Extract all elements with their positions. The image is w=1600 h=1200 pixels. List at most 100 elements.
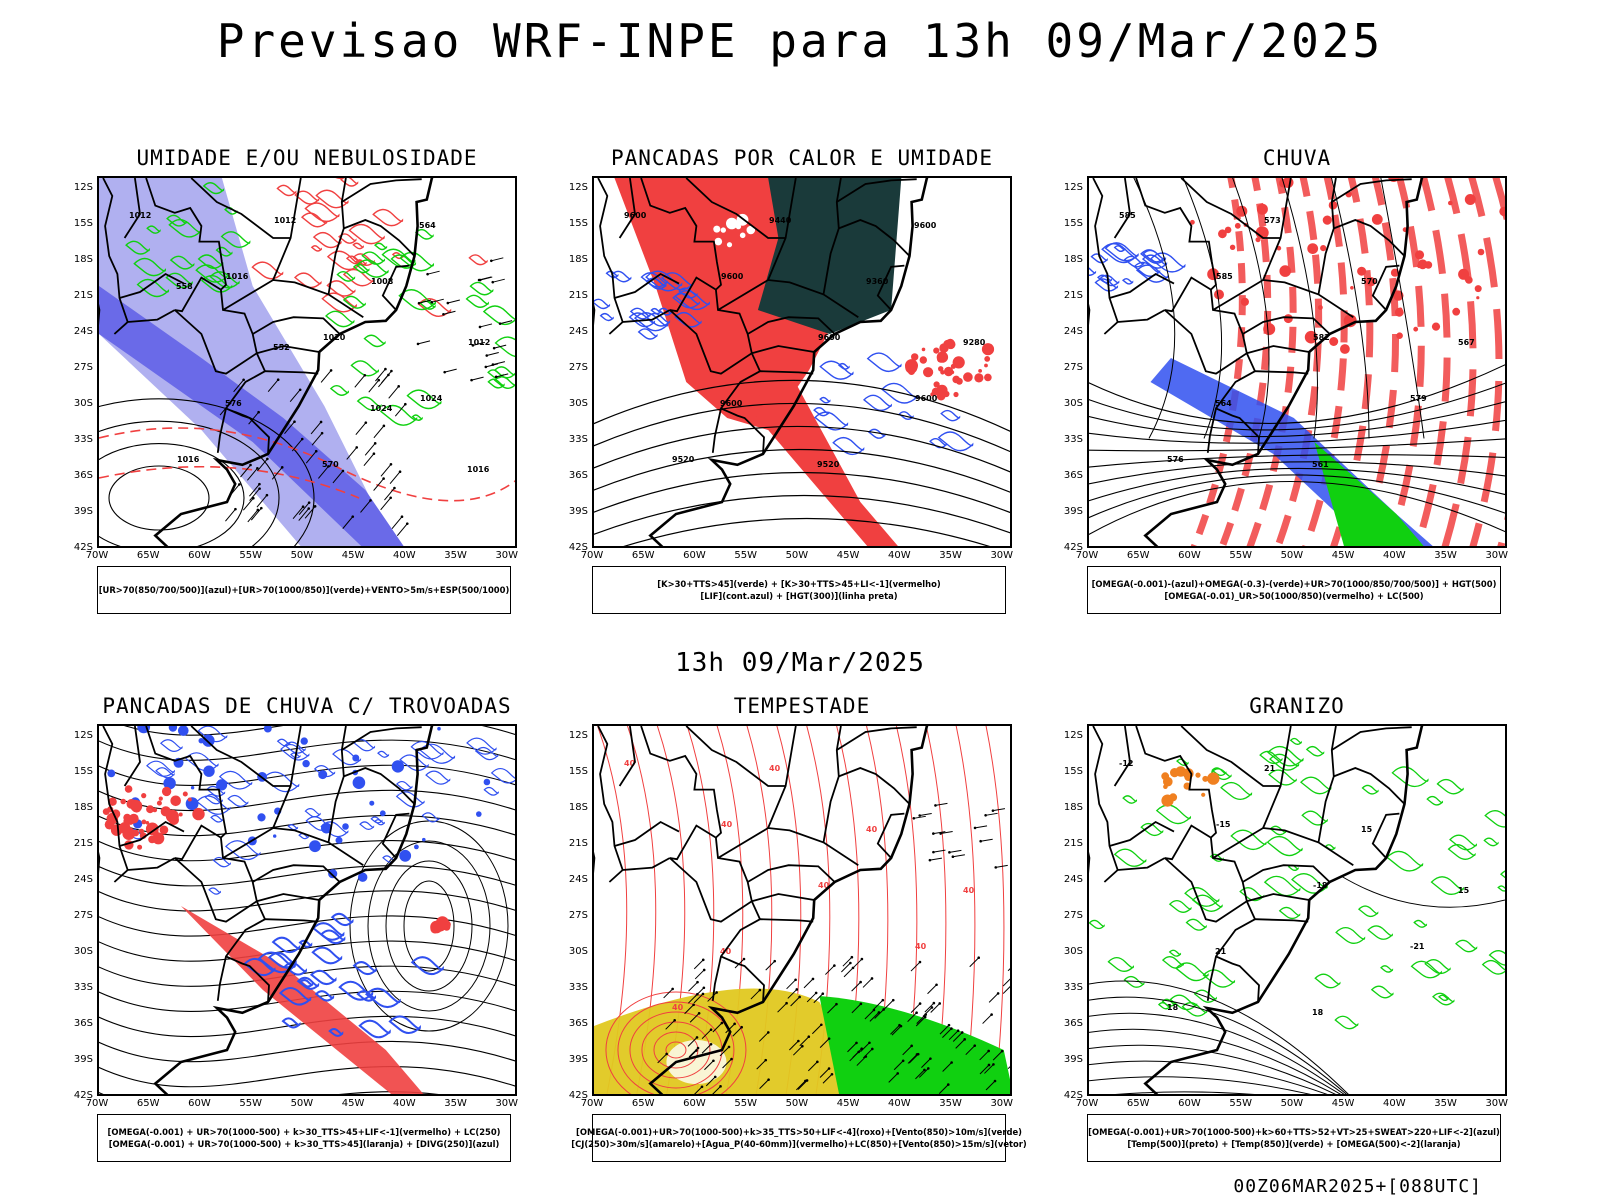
x-tick-label: 50W [1280, 550, 1304, 561]
x-tick-label: 35W [1434, 550, 1457, 561]
y-tick-label: 27S [73, 910, 93, 921]
contour-label: 585 [1119, 211, 1136, 220]
contour-label: 9600 [624, 211, 647, 220]
x-tick-label: 40W [1383, 550, 1406, 561]
y-tick-label: 27S [73, 362, 93, 373]
y-tick-label: 21S [568, 290, 588, 301]
x-tick-label: 60W [1178, 1098, 1201, 1109]
y-tick-label: 27S [1063, 910, 1083, 921]
x-tick-label: 55W [734, 1098, 757, 1109]
contour-label: 564 [1215, 399, 1232, 408]
x-tick-label: 60W [188, 550, 211, 561]
map-canvas: 1012101610201024101610121008101257657056… [99, 178, 515, 546]
contour-label: 564 [419, 221, 436, 230]
run-info-footer: 00Z06MAR2025+[088UTC] [1233, 1176, 1482, 1197]
y-tick-label: 12S [568, 182, 588, 193]
y-tick-label: 33S [568, 982, 588, 993]
panel-title: UMIDADE E/OU NEBULOSIDADE [136, 146, 478, 170]
main-title: Previsao WRF-INPE para 13h 09/Mar/2025 [216, 14, 1384, 68]
panel-legend: [OMEGA(-0.001) + UR>70(1000-500) + k>30_… [97, 1114, 511, 1162]
y-tick-label: 39S [568, 1054, 588, 1065]
x-tick-label: 30W [495, 550, 519, 561]
x-tick-label: 40W [888, 550, 911, 561]
x-tick-label: 60W [1178, 550, 1201, 561]
contour-label: 40 [720, 947, 732, 956]
y-tick-label: 27S [1063, 362, 1083, 373]
x-tick-label: 50W [785, 1098, 809, 1109]
x-tick-label: 50W [1280, 1098, 1304, 1109]
x-tick-label: 70W [580, 550, 604, 561]
y-tick-label: 24S [568, 326, 588, 337]
y-tick-label: 15S [73, 766, 93, 777]
legend-line: [OMEGA(-0.001)+UR>70(1000-500)+k>35_TTS>… [576, 1127, 1022, 1137]
contour-label: 1016 [177, 455, 200, 464]
x-tick-label: 45W [341, 550, 365, 561]
coastline [594, 178, 929, 546]
map-panel: CHUVA 585 585 582 579 576 573 570 567 564 561 12S 15… [1047, 146, 1527, 626]
y-tick-label: 21S [73, 838, 93, 849]
y-tick-label: 33S [1063, 982, 1083, 993]
y-tick-label: 36S [1063, 1018, 1083, 1029]
legend-line: [K>30+TTS>45](verde) + [K>30+TTS>45+LI<-… [657, 579, 941, 589]
y-tick-label: 36S [1063, 470, 1083, 481]
map-plot [97, 724, 517, 1096]
y-tick-label: 24S [73, 874, 93, 885]
political-borders [1092, 726, 1412, 1003]
contour-label: 15 [1458, 886, 1470, 895]
political-borders [102, 726, 422, 1003]
political-borders [102, 178, 422, 455]
y-tick-label: 24S [1063, 874, 1083, 885]
x-tick-label: 40W [1383, 1098, 1406, 1109]
political-borders [597, 178, 917, 455]
map-canvas [99, 726, 515, 1094]
panel-title: CHUVA [1262, 146, 1332, 170]
y-tick-label: 15S [1063, 766, 1083, 777]
y-tick-label: 27S [568, 910, 588, 921]
x-tick-label: 70W [85, 550, 109, 561]
contour-label: 1008 [371, 277, 394, 286]
y-tick-label: 33S [1063, 434, 1083, 445]
contour-label: 570 [1361, 277, 1378, 286]
y-tick-label: 39S [73, 506, 93, 517]
y-tick-label: 42S [568, 542, 588, 553]
contour-label: 1012 [468, 338, 490, 347]
panel-title: TEMPESTADE [733, 694, 871, 718]
contour-label: 18 [1312, 1008, 1324, 1017]
panel-legend: [K>30+TTS>45](verde) + [K>30+TTS>45+LI<-… [592, 566, 1006, 614]
x-tick-label: 30W [990, 550, 1014, 561]
contour-label: 40 [866, 825, 878, 834]
y-tick-label: 30S [1063, 946, 1083, 957]
contour-label: -12 [1119, 759, 1133, 768]
contour-label: 21 [1215, 947, 1227, 956]
y-tick-label: 39S [1063, 1054, 1083, 1065]
contour-label: 9520 [672, 455, 695, 464]
contour-label: 40 [963, 886, 975, 895]
y-tick-label: 30S [568, 946, 588, 957]
y-tick-label: 24S [568, 874, 588, 885]
y-tick-label: 18S [73, 254, 93, 265]
x-tick-label: 55W [1229, 550, 1252, 561]
contour-label: 40 [721, 820, 733, 829]
map-panel: PANCADAS POR CALOR E UMIDADE 9600 9600 9600… [552, 146, 1032, 626]
contour-label: 40 [672, 1003, 684, 1012]
panel-legend: [UR>70(850/700/500)](azul)+[UR>70(1000/8… [97, 566, 511, 614]
x-tick-label: 30W [1485, 1098, 1509, 1109]
contour-label: 9360 [866, 277, 889, 286]
coastline [594, 726, 929, 1094]
political-borders [597, 726, 917, 1003]
contour-label: 18 [1167, 1003, 1179, 1012]
y-tick-label: 18S [73, 802, 93, 813]
panel-title: GRANIZO [1249, 694, 1345, 718]
x-tick-label: 65W [1126, 550, 1150, 561]
x-tick-label: 30W [495, 1098, 519, 1109]
contour-label: 9280 [963, 338, 986, 347]
x-tick-label: 70W [85, 1098, 109, 1109]
y-tick-label: 36S [73, 1018, 93, 1029]
y-tick-label: 24S [73, 326, 93, 337]
legend-line: [CJ(250)>30m/s](amarelo)+[Agua_P(40-60mm… [571, 1139, 1027, 1149]
x-tick-label: 30W [990, 1098, 1014, 1109]
x-tick-label: 65W [631, 550, 655, 561]
y-tick-label: 30S [1063, 398, 1083, 409]
contour-label: 1024 [420, 394, 443, 403]
legend-line: [LIF](cont.azul) + [HGT(300)](linha pret… [700, 591, 898, 601]
